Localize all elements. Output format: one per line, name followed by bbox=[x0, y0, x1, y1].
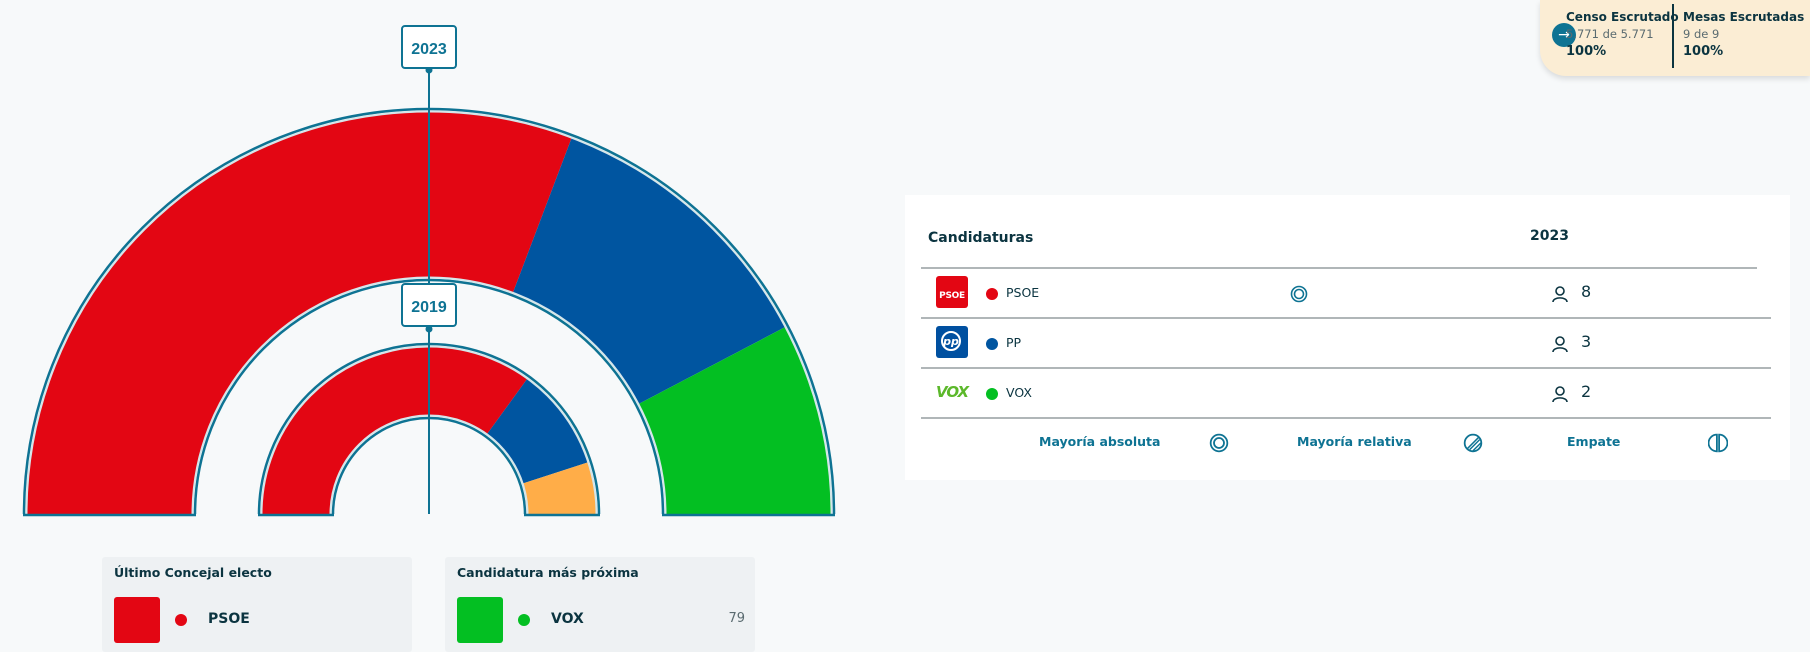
vox-seats: 2 bbox=[1581, 382, 1592, 401]
psoe-color-dot bbox=[986, 288, 998, 300]
ultimo-concejal-card: Último Concejal electo PSOE bbox=[102, 557, 412, 652]
escrutinio-panel: → Censo Escrutado 5.771 de 5.771 100% Me… bbox=[1540, 0, 1810, 76]
vox-name: VOX bbox=[1006, 385, 1032, 400]
vox-color-dot bbox=[986, 388, 998, 400]
empate-icon bbox=[1708, 433, 1728, 453]
year-pointer-dot-2019 bbox=[425, 325, 433, 333]
ultimo-concejal-swatch bbox=[114, 597, 160, 643]
legend-mayoria-absoluta: Mayoría absoluta bbox=[1039, 434, 1161, 449]
table-divider bbox=[921, 267, 1757, 269]
ultimo-concejal-party: PSOE bbox=[208, 611, 250, 627]
ring-2023-segment-pp[interactable] bbox=[513, 138, 785, 404]
psoe-name: PSOE bbox=[1006, 285, 1040, 300]
pp-logo-text: pp bbox=[941, 331, 961, 351]
table-row-vox[interactable]: VOX VOX 2 bbox=[921, 369, 1771, 419]
table-divider bbox=[921, 417, 1771, 419]
pp-color-dot bbox=[986, 338, 998, 350]
candidatura-proxima-party: VOX bbox=[551, 611, 584, 627]
table-divider bbox=[921, 367, 1771, 369]
psoe-logo-text: PSOE bbox=[939, 291, 965, 301]
mayoria-absoluta-icon bbox=[1209, 433, 1229, 453]
table-row-psoe[interactable]: PSOE PSOE 8 bbox=[921, 269, 1771, 319]
legend-mayoria-relativa: Mayoría relativa bbox=[1297, 434, 1412, 449]
candidatura-proxima-card: Candidatura más próxima VOX 79 bbox=[445, 557, 755, 652]
candidatura-proxima-votes: 79 bbox=[728, 611, 745, 626]
candidatura-proxima-dot bbox=[518, 614, 530, 626]
legend-empate: Empate bbox=[1567, 434, 1621, 449]
pp-logo: pp bbox=[936, 326, 968, 358]
person-icon bbox=[1552, 336, 1568, 353]
person-icon bbox=[1552, 286, 1568, 303]
escrutinio-divider bbox=[1672, 4, 1674, 68]
mesas-escrutadas: Mesas Escrutadas 9 de 9 100% bbox=[1683, 10, 1808, 59]
candidatura-proxima-swatch bbox=[457, 597, 503, 643]
vox-logo-text: VOX bbox=[936, 383, 969, 401]
pp-name: PP bbox=[1006, 335, 1022, 350]
censo-escrutado: Censo Escrutado 5.771 de 5.771 100% bbox=[1566, 10, 1689, 59]
mesas-title: Mesas Escrutadas bbox=[1683, 10, 1805, 24]
year-label-2023-text: 2023 bbox=[411, 41, 447, 58]
ring-2019-segment-psoe[interactable] bbox=[262, 347, 528, 514]
candidatura-proxima-title: Candidatura más próxima bbox=[457, 565, 639, 580]
year-label-2023[interactable]: 2023 bbox=[401, 25, 457, 69]
table-row-pp[interactable]: pp PP 3 bbox=[921, 319, 1771, 369]
person-icon bbox=[1552, 386, 1568, 403]
ultimo-concejal-title: Último Concejal electo bbox=[114, 565, 272, 580]
table-divider bbox=[921, 317, 1771, 319]
ring-2019-segment-pp[interactable] bbox=[487, 378, 588, 484]
candidaturas-table: Candidaturas 2023 PSOE PSOE 8 pp PP 3 VO… bbox=[905, 195, 1790, 480]
ring-2023-segment-vox[interactable] bbox=[638, 327, 831, 514]
year-label-2019[interactable]: 2019 bbox=[401, 283, 457, 327]
parliament-chart: 2023 2019 bbox=[22, 25, 836, 517]
ultimo-concejal-dot bbox=[175, 614, 187, 626]
psoe-logo: PSOE bbox=[936, 276, 968, 308]
mesas-pct: 100% bbox=[1683, 44, 1724, 59]
censo-title: Censo Escrutado bbox=[1566, 10, 1679, 24]
censo-pct: 100% bbox=[1566, 44, 1607, 59]
year-label-2019-text: 2019 bbox=[411, 299, 447, 316]
psoe-seats: 8 bbox=[1581, 282, 1592, 301]
censo-value: 5.771 de 5.771 bbox=[1566, 27, 1654, 41]
arrow-right-icon[interactable]: → bbox=[1552, 23, 1576, 47]
header-candidaturas: Candidaturas bbox=[928, 230, 1034, 246]
mesas-value: 9 de 9 bbox=[1683, 27, 1720, 41]
mayoria-relativa-icon bbox=[1463, 433, 1483, 453]
pp-seats: 3 bbox=[1581, 332, 1592, 351]
mayoria-absoluta-icon bbox=[1290, 285, 1308, 303]
ring-2019-segment-other[interactable] bbox=[523, 462, 596, 514]
header-year: 2023 bbox=[1530, 228, 1569, 244]
vox-logo: VOX bbox=[936, 376, 969, 408]
